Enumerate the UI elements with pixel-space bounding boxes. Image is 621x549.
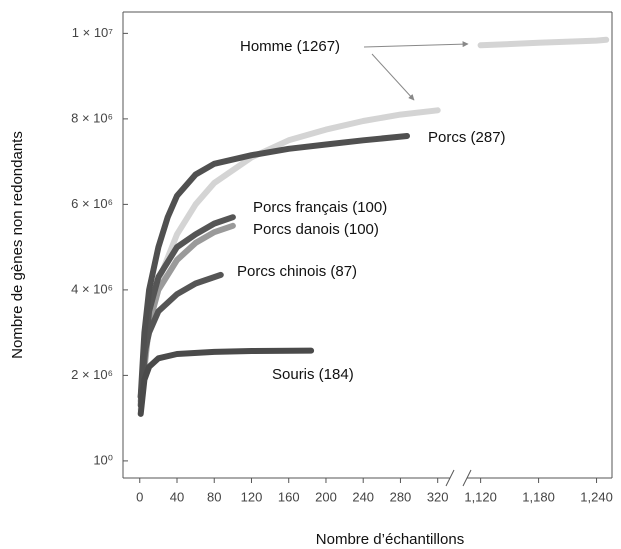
x-tick-label: 1,180 — [522, 489, 555, 504]
x-tick-label: 280 — [390, 489, 412, 504]
y-tick-label: 4 × 10⁶ — [71, 281, 113, 296]
y-tick-label: 8 × 10⁶ — [71, 110, 113, 125]
series-line — [137, 347, 315, 417]
y-tick-label: 6 × 10⁶ — [71, 196, 113, 211]
series-label: Souris (184) — [272, 366, 354, 383]
x-tick-label: 40 — [170, 489, 184, 504]
axis-break — [462, 469, 472, 487]
y-tick-label: 10⁰ — [93, 452, 113, 467]
series-label: Homme (1267) — [240, 38, 340, 55]
x-tick-label: 1,120 — [464, 489, 497, 504]
y-tick-label: 2 × 10⁶ — [71, 367, 113, 382]
x-tick-label: 240 — [352, 489, 374, 504]
x-tick-label: 120 — [241, 489, 263, 504]
y-axis-title: Nombre de gènes non redondants — [9, 131, 26, 359]
x-tick-label: 200 — [315, 489, 337, 504]
x-tick-label: 0 — [136, 489, 143, 504]
x-tick-label: 80 — [207, 489, 221, 504]
plot-area — [122, 11, 613, 487]
series-line — [477, 36, 610, 49]
annotation-arrow — [371, 53, 415, 101]
x-tick-label: 160 — [278, 489, 300, 504]
series-label: Porcs français (100) — [253, 199, 387, 216]
x-axis-title: Nombre d’échantillons — [316, 531, 464, 548]
y-tick-label: 1 × 10⁷ — [72, 25, 114, 40]
axis-break — [445, 469, 455, 487]
series-label: Porcs (287) — [428, 129, 506, 146]
series-label: Porcs chinois (87) — [237, 263, 357, 280]
x-tick-label: 320 — [427, 489, 449, 504]
x-tick-label: 1,240 — [580, 489, 613, 504]
series-line — [137, 107, 441, 413]
series-label: Porcs danois (100) — [253, 221, 379, 238]
annotation-arrow — [363, 41, 469, 48]
series-line — [137, 133, 410, 400]
